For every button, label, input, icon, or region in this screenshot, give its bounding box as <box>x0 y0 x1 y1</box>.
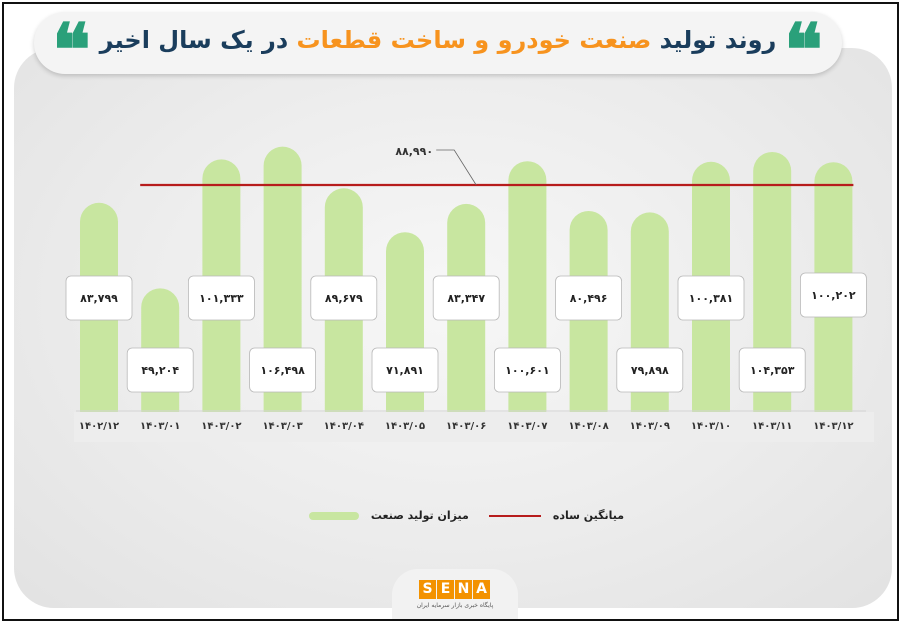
x-tick-label: ۱۴۰۳/۰۳ <box>262 421 302 432</box>
x-tick-label: ۱۴۰۳/۰۲ <box>201 421 241 432</box>
title-banner: روند تولید صنعت خودرو و ساخت قطعات در یک… <box>34 12 842 74</box>
logo-letter: E <box>437 580 454 599</box>
value-label-box <box>493 347 561 393</box>
legend-average-label: میانگین ساده <box>552 509 625 522</box>
bar <box>386 232 424 430</box>
value-label-box <box>65 275 133 321</box>
quote-open-icon: ❝ <box>52 7 91 92</box>
bar <box>630 212 669 430</box>
value-label-box <box>432 275 500 321</box>
x-tick-label: ۱۴۰۳/۰۸ <box>568 421 608 432</box>
value-label-box <box>800 272 867 318</box>
legend-production-swatch <box>309 512 359 520</box>
legend-average: میانگین ساده <box>489 509 624 529</box>
logo-letter: A <box>473 580 490 599</box>
value-label: ۱۰۰,۲۰۲ <box>811 289 856 302</box>
chart-title: روند تولید صنعت خودرو و ساخت قطعات در یک… <box>34 26 842 54</box>
value-label: ۸۰,۴۹۶ <box>570 292 608 305</box>
x-tick-label: ۱۴۰۳/۱۲ <box>813 421 853 432</box>
value-label-box <box>310 275 378 321</box>
value-label-box <box>616 347 684 393</box>
axis-mask <box>74 412 874 442</box>
value-label: ۷۹,۸۹۸ <box>631 364 669 377</box>
legend-production-label: میزان تولید صنعت <box>370 509 469 522</box>
value-label: ۸۹,۶۷۹ <box>325 292 363 305</box>
bar <box>569 210 608 430</box>
bar-chart: ۸۸,۹۹۰ ۸۳,۷۹۹ ۴۹,۲۰۴ ۱۰۱,۳۳۳ ۱۰۶,۴۹۸ ۸۹,۶۷۹ ۷۱… <box>65 145 874 442</box>
title-part-1: روند تولید <box>651 26 777 54</box>
x-tick-label: ۱۴۰۳/۰۶ <box>446 421 486 432</box>
value-label-box <box>187 275 255 321</box>
x-tick-label: ۱۴۰۳/۱۰ <box>691 421 731 432</box>
x-tick-label: ۱۴۰۳/۰۵ <box>385 421 425 432</box>
legend-production: میزان تولید صنعت <box>309 509 469 529</box>
x-tick-label: ۱۴۰۳/۰۹ <box>630 421 670 432</box>
value-label: ۷۱,۸۹۱ <box>386 364 424 377</box>
logo-subtitle: پایگاه خبری بازار سرمایه ایران <box>416 602 494 609</box>
title-highlight: صنعت خودرو و ساخت قطعات <box>296 26 652 54</box>
x-tick-label: ۱۴۰۳/۰۷ <box>507 421 547 432</box>
value-label: ۱۰۶,۴۹۸ <box>260 364 305 377</box>
value-label: ۱۰۴,۳۵۳ <box>750 364 795 377</box>
value-label: ۱۰۱,۳۳۳ <box>199 292 244 305</box>
value-label: ۱۰۰,۳۸۱ <box>689 292 733 305</box>
quote-close-icon: ❝ <box>784 7 823 92</box>
value-label-box <box>555 275 622 321</box>
value-label: ۸۳,۳۴۷ <box>447 292 485 305</box>
value-label-box <box>249 347 317 393</box>
value-label: ۱۰۰,۶۰۱ <box>505 364 549 377</box>
x-tick-label: ۱۴۰۳/۰۴ <box>324 421 364 432</box>
value-label-box <box>738 347 806 393</box>
x-tick-label: ۱۴۰۲/۱۲ <box>79 421 119 432</box>
x-tick-label: ۱۴۰۳/۰۱ <box>140 421 180 432</box>
x-tick-label: ۱۴۰۳/۱۱ <box>752 421 792 432</box>
sena-logo: S E N A <box>419 580 491 599</box>
average-leader <box>436 149 477 186</box>
logo-letter: S <box>419 580 436 599</box>
value-label-box <box>677 275 745 321</box>
value-label: ۸۳,۷۹۹ <box>80 292 118 305</box>
average-label: ۸۸,۹۹۰ <box>395 145 433 158</box>
value-label: ۴۹,۲۰۴ <box>141 364 179 377</box>
value-label-box <box>371 347 439 393</box>
value-label-box <box>126 347 194 393</box>
title-part-3: در یک سال اخیر <box>99 26 297 54</box>
legend-average-swatch <box>489 515 541 517</box>
logo-letter: N <box>455 580 472 599</box>
